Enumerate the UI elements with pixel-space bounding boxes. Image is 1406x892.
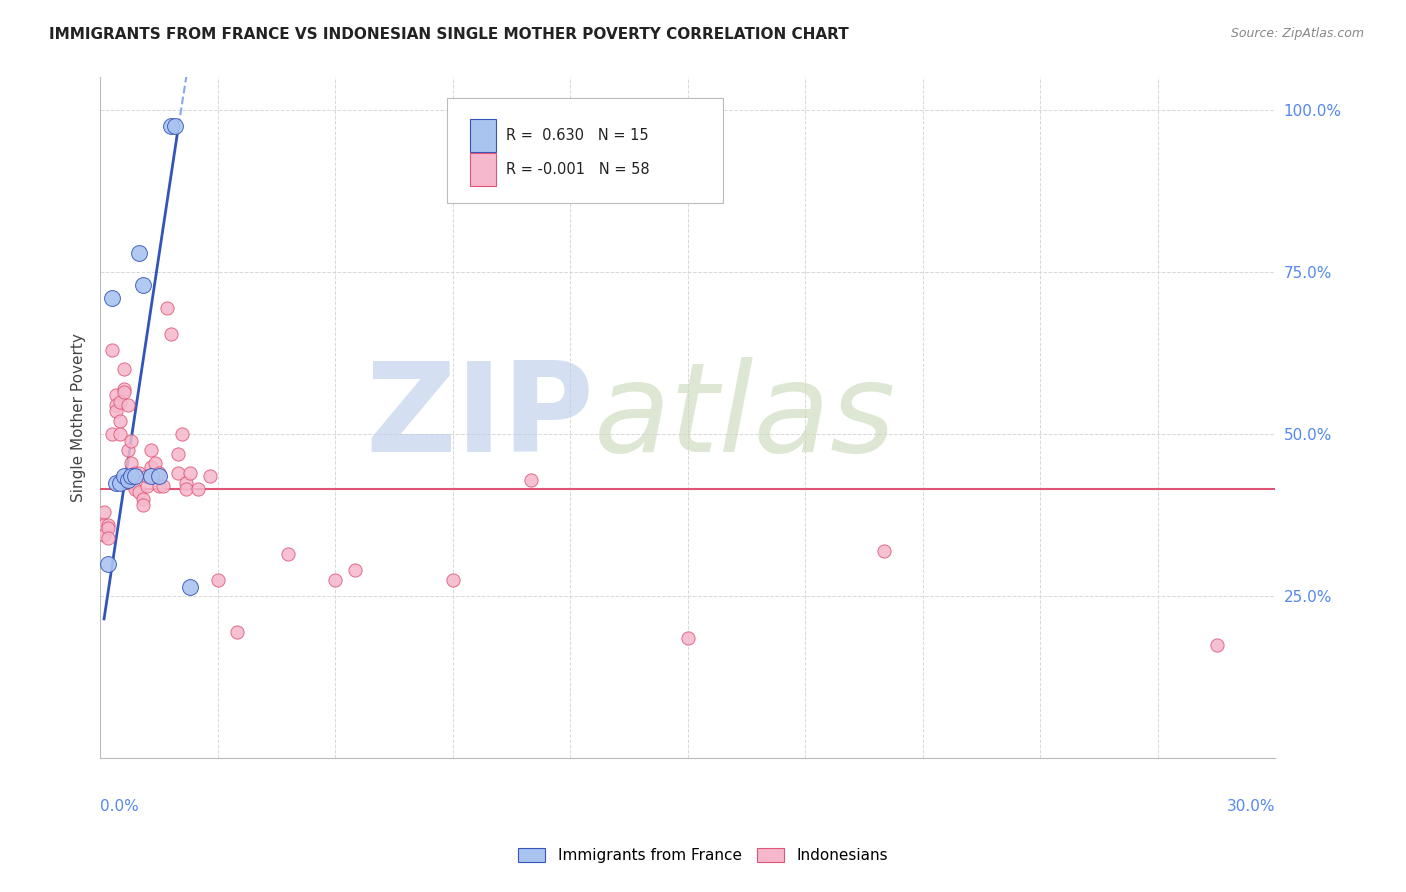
Point — [132, 499, 155, 513]
Point — [121, 473, 143, 487]
Text: atlas: atlas — [593, 358, 896, 478]
Point — [112, 384, 135, 399]
Point — [128, 466, 150, 480]
Point — [226, 624, 249, 639]
Point — [128, 485, 150, 500]
Bar — [471, 153, 496, 186]
Point — [97, 531, 120, 545]
Point — [179, 466, 201, 480]
Point — [156, 301, 179, 315]
Point — [179, 580, 201, 594]
Point — [104, 388, 127, 402]
Text: IMMIGRANTS FROM FRANCE VS INDONESIAN SINGLE MOTHER POVERTY CORRELATION CHART: IMMIGRANTS FROM FRANCE VS INDONESIAN SIN… — [49, 27, 849, 42]
Point — [520, 473, 543, 487]
Point — [277, 547, 299, 561]
Point — [873, 544, 896, 558]
Point — [128, 245, 150, 260]
Point — [112, 469, 135, 483]
Point — [167, 466, 190, 480]
Text: 30.0%: 30.0% — [1227, 799, 1275, 814]
Point — [207, 573, 229, 587]
Point — [167, 446, 190, 460]
Point — [139, 469, 162, 483]
Point — [108, 414, 131, 428]
Point — [112, 382, 135, 396]
Bar — [471, 119, 496, 152]
Point — [172, 427, 194, 442]
Point — [97, 521, 120, 535]
Text: ZIP: ZIP — [366, 358, 593, 478]
FancyBboxPatch shape — [447, 98, 723, 203]
Point — [148, 469, 170, 483]
Point — [132, 277, 155, 292]
Point — [121, 469, 143, 483]
Text: Source: ZipAtlas.com: Source: ZipAtlas.com — [1230, 27, 1364, 40]
Point — [159, 326, 181, 341]
Point — [121, 434, 143, 448]
Point — [104, 475, 127, 490]
Point — [132, 491, 155, 506]
Legend: Immigrants from France, Indonesians: Immigrants from France, Indonesians — [510, 840, 896, 871]
Point — [676, 632, 699, 646]
Point — [104, 404, 127, 418]
Point — [198, 469, 221, 483]
Point — [176, 475, 198, 490]
Text: 0.0%: 0.0% — [100, 799, 139, 814]
Point — [97, 517, 120, 532]
Point — [143, 456, 166, 470]
Point — [117, 473, 139, 487]
Point — [148, 479, 170, 493]
Point — [441, 573, 464, 587]
Point — [163, 119, 186, 133]
Point — [93, 527, 115, 541]
Point — [104, 398, 127, 412]
Point — [108, 473, 131, 487]
Point — [101, 343, 124, 357]
Point — [112, 362, 135, 376]
Point — [108, 427, 131, 442]
Point — [117, 473, 139, 487]
Point — [343, 563, 366, 577]
Point — [124, 466, 146, 480]
Point — [148, 466, 170, 480]
Point — [121, 456, 143, 470]
Point — [97, 557, 120, 571]
Text: R = -0.001   N = 58: R = -0.001 N = 58 — [506, 161, 650, 177]
Point — [187, 482, 209, 496]
Point — [117, 443, 139, 458]
Point — [152, 479, 174, 493]
Point — [1205, 638, 1227, 652]
Point — [159, 119, 181, 133]
Y-axis label: Single Mother Poverty: Single Mother Poverty — [72, 334, 86, 502]
Point — [124, 469, 146, 483]
Point — [108, 394, 131, 409]
Point — [108, 475, 131, 490]
Point — [136, 469, 159, 483]
Point — [93, 517, 115, 532]
Point — [323, 573, 346, 587]
Point — [124, 482, 146, 496]
Point — [101, 427, 124, 442]
Point — [93, 505, 115, 519]
Point — [117, 398, 139, 412]
Point — [176, 482, 198, 496]
Point — [136, 479, 159, 493]
Point — [101, 291, 124, 305]
Point — [139, 443, 162, 458]
Text: R =  0.630   N = 15: R = 0.630 N = 15 — [506, 128, 648, 143]
Point — [139, 459, 162, 474]
